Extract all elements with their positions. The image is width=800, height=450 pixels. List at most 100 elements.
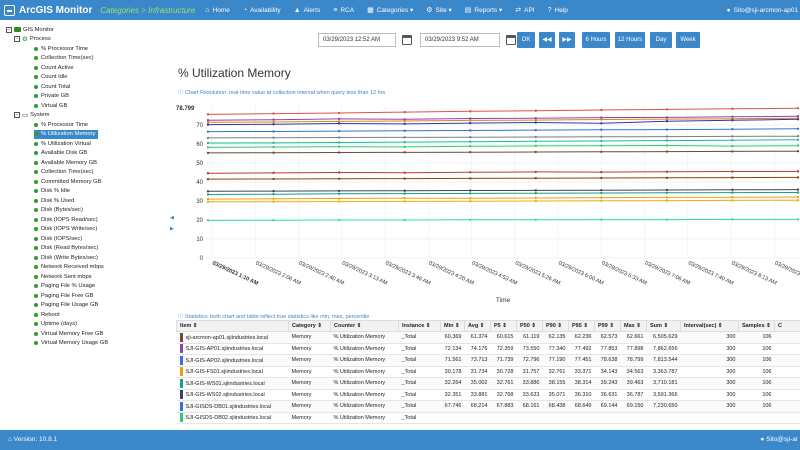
previous-range-button[interactable]: ◀◀ bbox=[539, 32, 555, 48]
table-row[interactable]: SJI-GISDS-DB01.sjiindustries.local Memory… bbox=[176, 400, 800, 413]
column-header[interactable]: Max ⇕ bbox=[620, 320, 647, 332]
table-row[interactable]: SJI-GIS-WS01.sjiindustries.local Memory% … bbox=[176, 377, 800, 390]
collapse-toggle-icon[interactable]: − bbox=[14, 36, 20, 42]
tree-item-network-sent-mbps[interactable]: Network Sent mbps bbox=[34, 272, 92, 281]
data-point bbox=[272, 118, 275, 121]
tree-item-available-memory-gb[interactable]: Available Memory GB bbox=[34, 158, 97, 167]
column-header[interactable]: Item ⇕ bbox=[176, 320, 289, 332]
tree-item-gis-monitor[interactable]: − GIS Monitor bbox=[6, 25, 54, 34]
tree-item-reboot[interactable]: Reboot bbox=[34, 310, 60, 319]
table-cell: 7,813.544 bbox=[646, 354, 681, 367]
tree-item-disk-iops-sec[interactable]: Disk (IOPS/sec) bbox=[34, 234, 82, 243]
tree-item-disk-used[interactable]: Disk % Used bbox=[34, 196, 74, 205]
tree-item-processor-time[interactable]: % Processor Time bbox=[34, 120, 88, 129]
table-row[interactable]: SJI-GIS-WS02.sjiindustries.local Memory% … bbox=[176, 389, 800, 401]
start-datetime-input[interactable]: 03/29/2023 12:52 AM bbox=[318, 33, 396, 47]
tree-item-count-idle[interactable]: Count Idle bbox=[34, 73, 67, 82]
tree-item-disk-iops-read-sec[interactable]: Disk (IOPS Read/sec) bbox=[34, 215, 98, 224]
tree-item-virtual-memory-usage-gb[interactable]: Virtual Memory Usage GB bbox=[34, 339, 108, 348]
nav-home[interactable]: ⌂ Home bbox=[205, 6, 230, 14]
tree-item-virtual-memory-free-gb[interactable]: Virtual Memory Free GB bbox=[34, 329, 103, 338]
nav-site[interactable]: ⚙ Site ▾ bbox=[426, 6, 452, 14]
data-point bbox=[272, 123, 275, 126]
column-header[interactable]: Interval(sec) ⇕ bbox=[680, 320, 739, 332]
column-header[interactable]: Min ⇕ bbox=[440, 320, 465, 332]
nav-rca[interactable]: ≡ RCA bbox=[333, 6, 354, 14]
tree-item-disk-write-bytes-sec[interactable]: Disk (Write Bytes/sec) bbox=[34, 253, 98, 262]
tree-item-network-received-mbps[interactable]: Network Received mbps bbox=[34, 263, 104, 272]
tree-item-collection-time-sec[interactable]: Collection Time(sec) bbox=[34, 54, 94, 63]
range-12-hours-button[interactable]: 12 Hours bbox=[615, 32, 645, 48]
nav-categories[interactable]: ▦ Categories ▾ bbox=[367, 6, 413, 14]
column-header[interactable]: P99 ⇕ bbox=[594, 320, 621, 332]
tree-item-paging-file-free-gb[interactable]: Paging File Free GB bbox=[34, 291, 94, 300]
footer-user[interactable]: ● Sito@sji-ar bbox=[760, 436, 798, 443]
tree-item-paging-file-usage-gb[interactable]: Paging File Usage GB bbox=[34, 301, 98, 310]
column-header[interactable]: Samples ⇕ bbox=[738, 320, 775, 332]
metric-status-icon bbox=[34, 265, 38, 269]
table-row[interactable]: sji-arcmon-ap01.sjiindustries.local Memor… bbox=[176, 331, 800, 344]
tree-item-utilization-virtual[interactable]: % Utilization Virtual bbox=[34, 139, 91, 148]
end-datetime-input[interactable]: 03/29/2023 9:52 AM bbox=[420, 33, 500, 47]
tree-item-collection-time-sec[interactable]: Collection Time(sec) bbox=[34, 168, 94, 177]
tree-item-disk-idle[interactable]: Disk % Idle bbox=[34, 187, 70, 196]
tree-item-system[interactable]: − ▭ System bbox=[14, 111, 49, 120]
table-row[interactable]: SJI-GIS-AP01.sjiindustries.local Memory% … bbox=[176, 343, 800, 355]
expand-right-icon[interactable]: ▶ bbox=[170, 226, 174, 232]
tree-item-uptime-days[interactable]: Uptime (days) bbox=[34, 320, 77, 329]
tree-item-process[interactable]: − ⚙ Process bbox=[14, 35, 51, 44]
tree-item-utilization-memory[interactable]: % Utilization Memory bbox=[34, 129, 99, 139]
tree-item-disk-read-bytes-sec[interactable]: Disk (Read Bytes/sec) bbox=[34, 244, 98, 253]
tree-item-available-disk-gb[interactable]: Available Disk GB bbox=[34, 149, 87, 158]
collapse-toggle-icon[interactable]: − bbox=[14, 112, 20, 118]
tree-item-count-active[interactable]: Count Active bbox=[34, 63, 74, 72]
data-point bbox=[206, 121, 210, 124]
data-point bbox=[403, 129, 406, 132]
column-header[interactable]: Category ⇕ bbox=[288, 320, 331, 332]
tree-item-disk-bytes-sec[interactable]: Disk (Bytes/sec) bbox=[34, 206, 83, 215]
nav-api[interactable]: ⇄ API bbox=[515, 6, 534, 15]
end-calendar-icon[interactable] bbox=[506, 35, 516, 45]
tree-item-paging-file-usage[interactable]: Paging File % Usage bbox=[34, 282, 95, 291]
range-week-button[interactable]: Week bbox=[676, 32, 700, 48]
tree-item-virtual-gb[interactable]: Virtual GB bbox=[34, 101, 67, 110]
column-header[interactable]: C bbox=[774, 320, 800, 332]
table-row[interactable]: SJI-GIS-FS01.sjiindustries.local Memory% … bbox=[176, 366, 800, 378]
column-header[interactable]: Instance ⇕ bbox=[398, 320, 441, 332]
nav-reports[interactable]: ▤ Reports ▾ bbox=[465, 6, 502, 14]
next-range-button[interactable]: ▶▶ bbox=[559, 32, 575, 48]
tree-item-processor-time[interactable]: % Processor Time bbox=[34, 44, 88, 53]
y-tick-label: 60 bbox=[196, 142, 203, 148]
column-header[interactable]: Sum ⇕ bbox=[646, 320, 681, 332]
table-row[interactable]: SJI-GISDS-DB02.sjiindustries.local Memory… bbox=[176, 412, 800, 424]
collapse-toggle-icon[interactable]: − bbox=[6, 26, 12, 33]
nav-alerts[interactable]: ▲ Alerts bbox=[294, 6, 321, 14]
brand[interactable]: ArcGIS Monitor bbox=[4, 4, 92, 16]
tree-item-private-gb[interactable]: Private GB bbox=[34, 92, 69, 101]
range-day-button[interactable]: Day bbox=[650, 32, 672, 48]
metric-status-icon bbox=[34, 75, 38, 79]
home-icon: ⌂ bbox=[205, 6, 210, 14]
breadcrumb[interactable]: Categories > Infrastructure bbox=[100, 5, 196, 15]
tree-item-committed-memory-gb[interactable]: Committed Memory GB bbox=[34, 177, 102, 186]
collapse-left-icon[interactable]: ◀ bbox=[170, 215, 174, 221]
ok-button[interactable]: OK bbox=[517, 32, 535, 48]
column-header[interactable]: Counter ⇕ bbox=[330, 320, 399, 332]
tree-item-disk-iops-write-sec[interactable]: Disk (IOPS Write/sec) bbox=[34, 225, 97, 234]
start-calendar-icon[interactable] bbox=[402, 35, 412, 45]
column-header[interactable]: Avg ⇕ bbox=[464, 320, 491, 332]
column-header[interactable]: P95 ⇕ bbox=[568, 320, 595, 332]
nav-availability[interactable]: ◔ Availability bbox=[243, 6, 281, 14]
column-header[interactable]: P90 ⇕ bbox=[542, 320, 569, 332]
user-menu[interactable]: ● Sito@sji-arcmon-ap01 bbox=[727, 0, 798, 20]
tree-item-label: Disk % Used bbox=[41, 197, 75, 204]
alert-icon: ▲ bbox=[293, 6, 301, 14]
sidebar-splitter[interactable] bbox=[170, 20, 174, 430]
column-header[interactable]: P5 ⇕ bbox=[490, 320, 517, 332]
tree-item-count-total[interactable]: Count Total bbox=[34, 82, 70, 91]
range-6-hours-button[interactable]: 6 Hours bbox=[582, 32, 610, 48]
table-row[interactable]: SJI-GIS-AP02.sjiindustries.local Memory% … bbox=[176, 354, 800, 367]
nav-help[interactable]: ? Help bbox=[548, 6, 568, 14]
column-header[interactable]: P50 ⇕ bbox=[516, 320, 543, 332]
